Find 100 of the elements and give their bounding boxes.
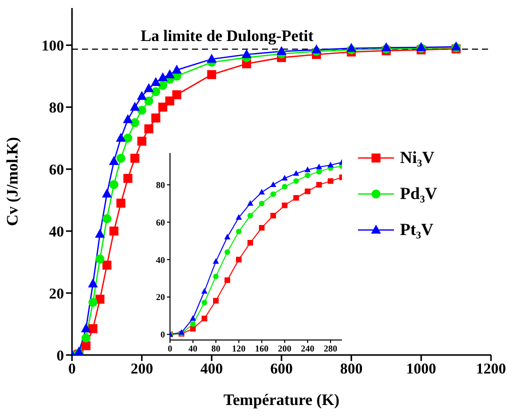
point <box>81 341 90 350</box>
point <box>151 87 160 96</box>
y-tick-label: 60 <box>156 217 166 228</box>
y-tick-label: 80 <box>49 100 64 116</box>
point <box>190 315 196 321</box>
point <box>293 195 299 201</box>
point <box>88 278 98 288</box>
point <box>270 181 276 188</box>
x-tick-label: 800 <box>340 362 363 378</box>
point <box>328 178 334 184</box>
point <box>136 90 147 100</box>
point <box>236 256 242 262</box>
point <box>207 70 216 80</box>
point <box>158 102 168 112</box>
x-tick-label: 240 <box>300 343 315 354</box>
point <box>158 72 168 82</box>
point <box>102 188 112 198</box>
x-tick-label: 1000 <box>406 362 436 378</box>
x-tick-label: 280 <box>324 343 338 354</box>
point <box>164 69 175 78</box>
point <box>258 200 265 206</box>
y-axis-title: Cv (J/mol.K) <box>4 137 22 226</box>
point <box>95 254 104 264</box>
point <box>102 214 112 224</box>
point <box>293 178 299 184</box>
point <box>116 154 126 163</box>
point <box>88 298 98 307</box>
point <box>224 277 230 283</box>
point <box>130 102 140 111</box>
point <box>102 260 112 270</box>
point <box>247 212 254 218</box>
point <box>130 118 140 128</box>
point <box>282 184 288 190</box>
point <box>206 54 217 63</box>
point <box>172 90 182 100</box>
point <box>242 49 252 58</box>
point <box>202 316 208 322</box>
point <box>213 274 219 280</box>
point <box>116 198 126 208</box>
point <box>316 164 322 170</box>
x-tick-label: 160 <box>254 343 269 354</box>
point <box>224 234 230 240</box>
point <box>144 124 154 134</box>
point <box>144 96 154 106</box>
point <box>327 162 334 168</box>
point <box>282 174 288 180</box>
point <box>304 172 310 178</box>
point <box>304 188 310 194</box>
x-tick-label: 1200 <box>476 362 506 378</box>
point <box>94 228 105 238</box>
x-tick-label: 400 <box>200 362 223 378</box>
point <box>151 113 160 122</box>
ref-line-label: La limite de Dulong-Petit <box>140 28 314 46</box>
y-tick-label: 60 <box>49 162 64 178</box>
point <box>144 83 154 92</box>
point <box>247 200 254 206</box>
point <box>88 324 98 334</box>
point <box>137 136 146 146</box>
point <box>213 298 219 304</box>
point <box>109 226 118 236</box>
y-tick-label: 0 <box>160 330 166 340</box>
point <box>270 212 276 218</box>
point <box>108 156 119 165</box>
point <box>150 76 161 86</box>
point <box>202 300 208 306</box>
point <box>304 166 311 172</box>
point <box>165 96 174 106</box>
y-tick-label: 40 <box>49 224 64 240</box>
y-tick-label: 20 <box>49 286 64 302</box>
point <box>81 333 90 342</box>
point <box>247 240 254 246</box>
y-tick-label: 80 <box>156 180 166 190</box>
point <box>311 44 322 54</box>
x-tick-label: 120 <box>232 343 246 354</box>
point <box>258 188 265 195</box>
x-axis-title: Température (K) <box>224 392 340 409</box>
point <box>95 294 104 304</box>
point <box>116 132 126 142</box>
point <box>282 202 288 208</box>
point <box>130 154 140 163</box>
legend-label: Pt₃V <box>400 219 434 241</box>
point <box>316 182 322 188</box>
point <box>81 323 91 332</box>
x-tick-label: 0 <box>68 362 76 378</box>
y-tick-label: 100 <box>42 38 64 55</box>
y-tick-label: 20 <box>156 292 166 302</box>
legend-label: Ni₃V <box>400 147 434 169</box>
point <box>224 249 230 255</box>
legend-label: Pd₃V <box>400 183 438 205</box>
point <box>172 64 182 74</box>
point <box>346 42 356 52</box>
point <box>276 46 286 55</box>
x-tick-label: 40 <box>188 343 198 354</box>
point <box>293 170 300 176</box>
x-tick-label: 200 <box>130 362 154 378</box>
x-tick-label: 0 <box>168 343 173 354</box>
point <box>236 214 242 220</box>
point <box>190 321 196 327</box>
point <box>123 174 132 183</box>
x-tick-label: 200 <box>278 343 292 354</box>
